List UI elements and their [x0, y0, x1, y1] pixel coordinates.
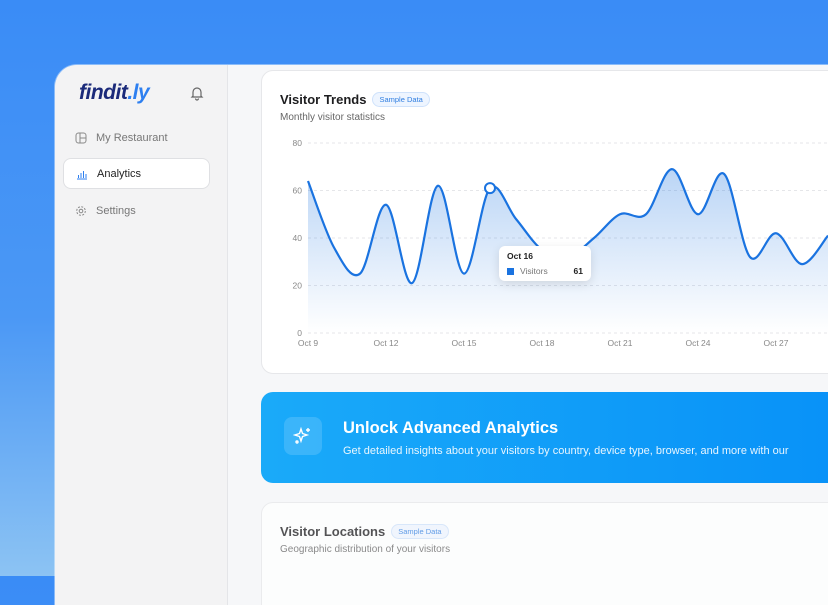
title-text: Visitor Trends: [280, 92, 367, 107]
y-tick-label: 80: [293, 138, 303, 148]
x-tick-label: Oct 24: [685, 338, 710, 348]
card-title: Visitor Trends Sample Data: [280, 92, 430, 107]
series-area: [308, 169, 828, 333]
x-tick-label: Oct 12: [373, 338, 398, 348]
logo-suffix: .ly: [127, 81, 150, 104]
card-title: Visitor Locations Sample Data: [280, 524, 449, 539]
sidebar-item-label: Settings: [96, 204, 136, 217]
tooltip-value: 61: [573, 266, 583, 276]
bell-icon[interactable]: [189, 85, 205, 101]
upgrade-banner[interactable]: Unlock Advanced Analytics Get detailed i…: [261, 392, 828, 483]
x-tick-label: Oct 21: [607, 338, 632, 348]
sidebar: findit.ly My Restaurant Analytics Settin…: [55, 65, 228, 605]
sidebar-item-label: Analytics: [97, 167, 142, 180]
data-point: [484, 182, 496, 195]
app-window: findit.ly My Restaurant Analytics Settin…: [55, 65, 828, 605]
banner-title: Unlock Advanced Analytics: [343, 419, 559, 437]
x-tick-label: Oct 9: [298, 338, 319, 348]
card-subtitle: Geographic distribution of your visitors: [280, 544, 451, 555]
sample-data-badge: Sample Data: [372, 92, 430, 107]
x-tick-label: Oct 18: [529, 338, 554, 348]
tooltip-series: Visitors: [520, 266, 548, 276]
layout-icon: [75, 132, 87, 143]
visitor-locations-card: Visitor Locations Sample Data Geographic …: [261, 502, 828, 605]
y-tick-label: 60: [293, 186, 303, 196]
y-tick-label: 40: [293, 233, 303, 243]
banner-text: Get detailed insights about your visitor…: [343, 445, 789, 457]
gear-icon: [76, 205, 86, 216]
title-text: Visitor Locations: [280, 524, 386, 539]
bar-chart-icon: [77, 170, 87, 179]
card-subtitle: Monthly visitor statistics: [280, 112, 386, 123]
sidebar-item-analytics[interactable]: Analytics: [63, 158, 210, 189]
sidebar-item-label: My Restaurant: [96, 131, 168, 144]
logo-main: findit: [79, 81, 128, 104]
sparkles-icon: [284, 417, 322, 455]
chart-tooltip: Oct 16 Visitors 61: [499, 246, 591, 281]
sidebar-item-my-restaurant[interactable]: My Restaurant: [63, 122, 210, 153]
visitor-trends-card: Visitor Trends Sample Data Monthly visito…: [261, 70, 828, 374]
tooltip-date: Oct 16: [507, 251, 533, 261]
y-tick-label: 20: [293, 281, 303, 291]
logo[interactable]: findit.ly: [79, 81, 150, 105]
x-tick-label: Oct 27: [763, 338, 788, 348]
series-swatch: [507, 267, 514, 275]
visitor-chart: 0 20 40 60 80 Oct 9 Oct 12 Oct 15 Oct 18 Oct 21 Oc…: [293, 138, 828, 348]
x-tick-label: Oct 15: [451, 338, 476, 348]
sidebar-item-settings[interactable]: Settings: [63, 195, 210, 226]
y-tick-label: 0: [297, 328, 302, 338]
sample-data-badge: Sample Data: [391, 524, 449, 539]
